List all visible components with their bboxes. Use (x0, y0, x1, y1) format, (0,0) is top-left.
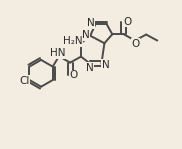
Text: O: O (123, 17, 131, 27)
Text: HN: HN (50, 48, 66, 58)
Text: H₂N: H₂N (63, 36, 83, 46)
Text: Cl: Cl (19, 76, 30, 86)
Text: N: N (82, 30, 90, 40)
Text: O: O (69, 70, 78, 80)
Text: N: N (87, 18, 95, 28)
Text: O: O (132, 39, 140, 49)
Text: N: N (102, 59, 110, 70)
Text: N: N (86, 63, 93, 73)
